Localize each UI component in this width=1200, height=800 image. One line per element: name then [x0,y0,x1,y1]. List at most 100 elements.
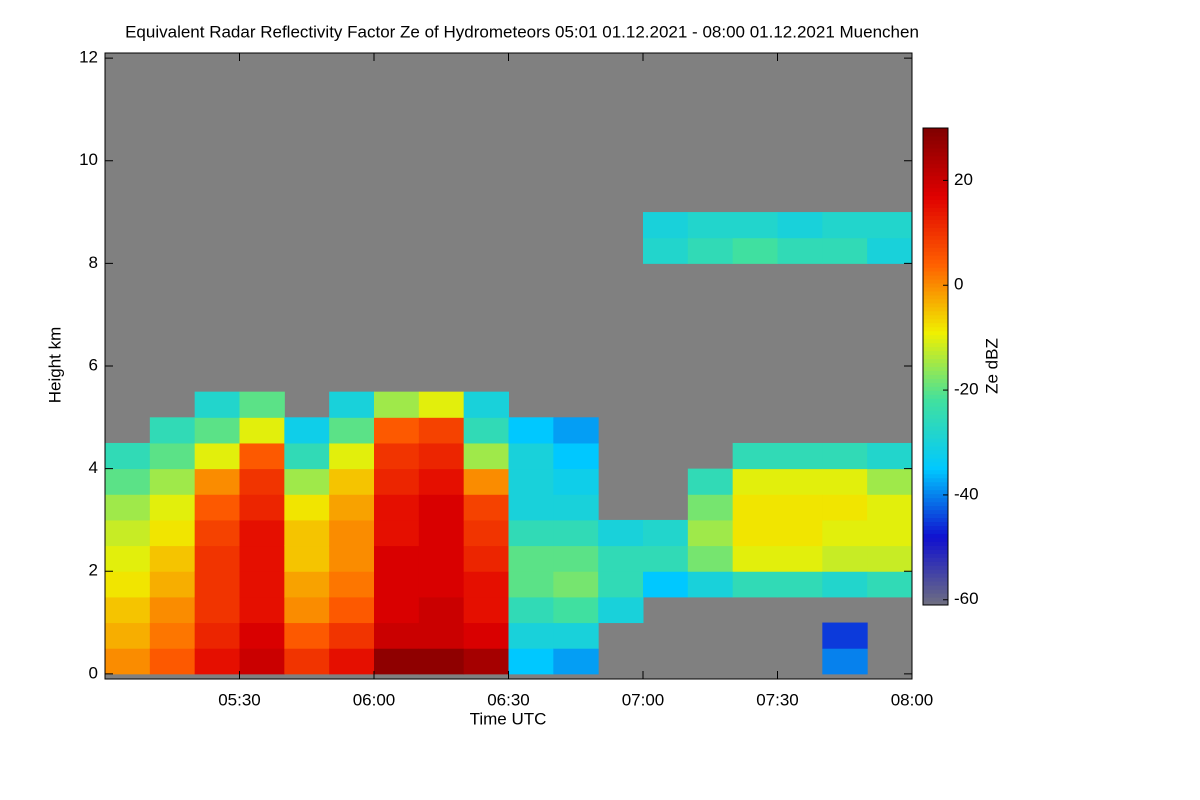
y-tick-label: 0 [89,663,98,682]
colorbar-swatch [923,434,948,439]
colorbar-swatch [923,557,948,562]
colorbar-swatch [923,207,948,212]
heat-cell [553,596,599,624]
colorbar-swatch [923,179,948,185]
y-tick-label: 12 [79,48,98,67]
colorbar-swatch [923,131,948,137]
heat-cell [777,494,823,521]
colorbar-swatch [923,469,948,475]
colorbar-swatch [923,477,948,483]
heat-cell [105,596,151,624]
heat-cell [374,494,420,521]
y-tick-label: 8 [89,253,98,272]
colorbar-swatch [923,183,948,189]
colorbar-swatch [923,446,948,451]
heat-cell [643,519,689,547]
heat-cell [463,442,509,470]
colorbar-swatch [923,374,948,379]
heat-cell [239,519,285,547]
heat-cell [374,545,420,572]
heat-cell [553,494,599,521]
colorbar-swatch [923,338,948,344]
heat-cell [732,212,778,239]
heat-cell [418,648,465,675]
colorbar-swatch [923,370,948,375]
colorbar-swatch [923,247,948,252]
colorbar-label: Ze dBZ [982,338,1001,394]
colorbar-swatch [923,223,948,228]
heat-cell [687,212,734,239]
x-tick-label: 07:00 [622,690,665,709]
heat-cell [508,468,554,495]
heat-cell [508,545,554,572]
colorbar-swatch [923,350,948,356]
heat-cell [687,571,734,598]
colorbar-swatch [923,195,948,201]
colorbar-swatch [923,422,948,427]
chart-title: Equivalent Radar Reflectivity Factor Ze … [125,22,919,41]
colorbar-swatch [923,310,948,316]
heat-cell [149,519,196,547]
x-tick-label: 06:30 [487,690,530,709]
heat-cell [329,648,375,675]
heat-cell [374,417,420,444]
heat-cell [598,571,644,598]
colorbar-swatch [923,275,948,280]
heat-cell [284,494,330,521]
heat-cell [194,494,240,521]
heat-cell [239,442,285,470]
heat-cell [149,545,196,572]
heat-cell [463,468,509,495]
colorbar-swatch [923,358,948,364]
x-tick-label: 06:00 [353,690,396,709]
colorbar-swatch [923,561,948,566]
colorbar-swatch [923,302,948,308]
colorbar-swatch [923,577,948,582]
colorbar-swatch [923,473,948,479]
colorbar-swatch [923,151,948,157]
colorbar-swatch [923,465,948,471]
heat-cell [149,596,196,624]
heat-cell [643,237,689,264]
heat-cell [867,442,913,470]
heat-cell [105,545,151,572]
colorbar-swatch [923,589,948,594]
colorbar-swatch [923,163,948,169]
colorbar-swatch [923,167,948,173]
colorbar-swatch [923,493,948,499]
heat-cell [822,571,868,598]
heat-cell [149,442,196,470]
colorbar-swatch [923,501,948,507]
colorbar-swatch [923,203,948,208]
heat-cell [643,212,689,239]
colorbar-swatch [923,406,948,411]
colorbar-swatch [923,279,948,284]
colorbar-swatch [923,394,948,399]
heat-cell [822,622,868,649]
heat-cell [194,622,240,649]
heat-cell [508,417,554,444]
heat-cell [643,571,689,598]
heat-cell [822,212,868,239]
heat-cell [329,494,375,521]
colorbar-swatch [923,509,948,515]
colorbar-swatch [923,565,948,570]
heat-cell [329,596,375,624]
heat-cell [777,519,823,547]
heat-cell [553,545,599,572]
heat-cell [822,468,868,495]
heat-cell [239,494,285,521]
heat-cell [822,494,868,521]
heat-cell [508,622,554,649]
heat-cell [329,545,375,572]
colorbar-swatch [923,211,948,216]
colorbar-swatch [923,271,948,276]
heat-cell [418,494,465,521]
colorbar-tick-label: -20 [954,380,979,399]
x-tick-label: 08:00 [891,690,934,709]
heat-cell [194,417,240,444]
colorbar-swatch [923,314,948,320]
heat-cell [194,545,240,572]
colorbar-swatch [923,215,948,220]
colorbar-swatch [923,410,948,415]
